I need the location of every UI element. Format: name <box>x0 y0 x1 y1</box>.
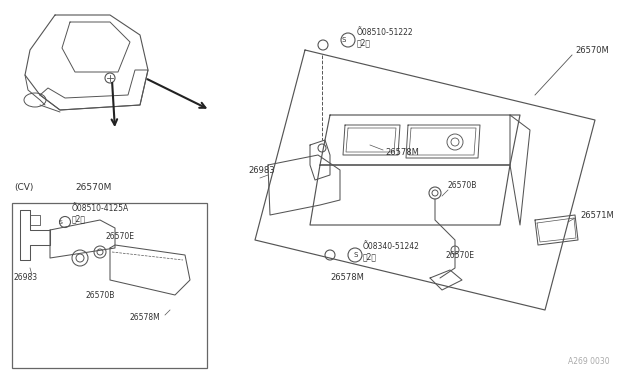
Text: A269 0030: A269 0030 <box>568 357 610 366</box>
Text: 26983: 26983 <box>248 166 275 174</box>
Text: S: S <box>342 37 346 43</box>
Text: 26570M: 26570M <box>75 183 111 192</box>
Bar <box>12 203 207 368</box>
Text: 26571M: 26571M <box>580 211 614 219</box>
Text: 26578M: 26578M <box>330 273 364 282</box>
Text: 26570E: 26570E <box>445 250 474 260</box>
Text: 26570M: 26570M <box>575 45 609 55</box>
Text: 26570E: 26570E <box>105 231 134 241</box>
Text: Õ08510-51222
（2）: Õ08510-51222 （2） <box>357 28 413 48</box>
Text: Õ08340-51242
（2）: Õ08340-51242 （2） <box>363 242 420 262</box>
Text: 26983: 26983 <box>14 273 38 282</box>
Text: S: S <box>59 219 63 224</box>
Text: 26570B: 26570B <box>85 291 115 299</box>
Text: 26570B: 26570B <box>448 180 477 189</box>
Text: Õ08510-4125A
（2）: Õ08510-4125A （2） <box>72 204 129 224</box>
Text: S: S <box>354 252 358 258</box>
Text: 26578M: 26578M <box>130 314 161 323</box>
Text: (CV): (CV) <box>14 183 33 192</box>
Text: 26578M: 26578M <box>385 148 419 157</box>
